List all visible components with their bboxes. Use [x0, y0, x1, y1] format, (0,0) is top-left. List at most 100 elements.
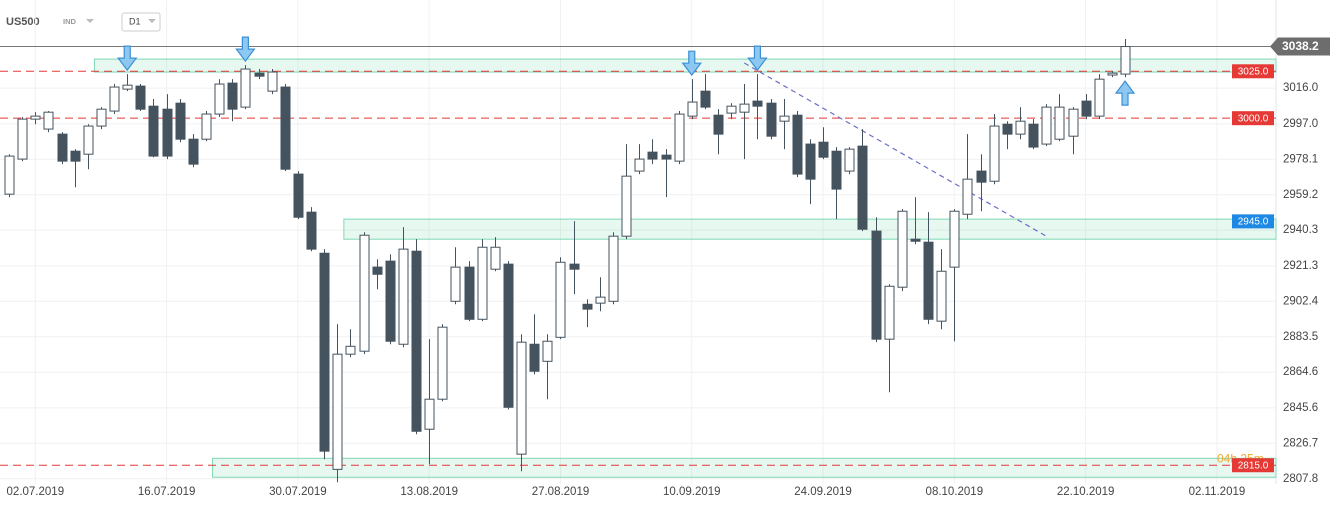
x-tick-label: 22.10.2019 — [1057, 486, 1115, 498]
y-tick-label: 2978.1 — [1283, 153, 1318, 165]
candle-body — [70, 150, 81, 162]
candle-body — [437, 326, 448, 400]
candle-body — [976, 170, 987, 183]
candle-body — [188, 138, 199, 165]
candle-body — [542, 340, 553, 362]
y-tick-label: 2864.6 — [1283, 366, 1318, 378]
candle-body — [477, 246, 488, 320]
candle-body — [595, 296, 606, 304]
x-tick-label: 10.09.2019 — [663, 486, 721, 498]
candle-body — [293, 173, 304, 218]
dropdown-icon[interactable] — [148, 19, 156, 23]
candle-body — [805, 143, 816, 180]
y-tick-label: 2959.2 — [1283, 189, 1318, 201]
candle-body — [372, 266, 383, 275]
candle-body — [503, 263, 514, 408]
candle-body — [1094, 78, 1105, 117]
candle-body — [175, 102, 186, 140]
candle-body — [214, 83, 225, 115]
candle-body — [280, 86, 291, 170]
arrow-down — [681, 50, 702, 77]
signal-arrow — [117, 45, 138, 72]
candle-body — [1068, 108, 1079, 137]
candle-body — [989, 125, 1000, 182]
candle-body — [884, 285, 895, 340]
candle-body — [844, 148, 855, 172]
candle-body — [490, 246, 501, 270]
candle-body — [1041, 106, 1052, 145]
level-label-box — [1232, 64, 1274, 79]
dropdown-icon[interactable] — [86, 19, 94, 23]
candle-body — [398, 248, 409, 345]
candle-body — [450, 266, 461, 302]
candle-body — [319, 252, 330, 452]
candle-body — [779, 115, 790, 122]
level-label: 3025.0 — [1238, 66, 1269, 77]
candle-body — [122, 84, 133, 90]
candle-body — [634, 158, 645, 172]
candle-body — [713, 114, 724, 135]
y-tick-label: 2921.3 — [1283, 260, 1318, 272]
y-tick-label: 3016.0 — [1283, 82, 1318, 94]
candle-body — [608, 235, 619, 302]
y-tick-label: 2997.0 — [1283, 118, 1318, 130]
level-label-box — [1232, 458, 1274, 473]
y-tick-label: 2826.7 — [1283, 437, 1318, 449]
arrow-down — [235, 36, 256, 63]
candle-body — [43, 111, 54, 130]
candle-body — [569, 263, 580, 270]
candle-body — [936, 270, 947, 322]
candle-body — [739, 103, 750, 113]
signal-arrow — [1114, 80, 1136, 106]
candle-body — [792, 114, 803, 175]
candle-body — [661, 154, 672, 160]
arrow-down — [117, 45, 138, 72]
trendline — [743, 62, 1047, 237]
candle-body — [227, 82, 238, 110]
candle-body — [254, 72, 265, 77]
candle-body — [1002, 123, 1013, 135]
level-label: 2945.0 — [1238, 217, 1269, 228]
candle-body — [949, 210, 960, 268]
timeframe-select[interactable] — [121, 12, 161, 32]
zone — [343, 218, 1277, 240]
candle-body — [818, 141, 829, 158]
candle-body — [135, 85, 146, 110]
candle-body — [582, 303, 593, 310]
candle-body — [1120, 46, 1131, 75]
candle-body — [109, 86, 120, 112]
candle-body — [831, 150, 842, 190]
candle-body — [30, 115, 41, 120]
arrow-up — [1114, 80, 1136, 106]
symbol: US500 — [6, 16, 40, 28]
y-tick-label: 2902.4 — [1283, 295, 1319, 307]
x-tick-label: 24.09.2019 — [794, 486, 852, 498]
candle-body — [267, 71, 278, 92]
candle-body — [83, 125, 94, 155]
candle-body — [687, 101, 698, 117]
candle-body — [674, 113, 685, 162]
x-tick-label: 02.11.2019 — [1189, 486, 1246, 498]
candle-body — [385, 260, 396, 342]
candle-body — [1015, 120, 1026, 135]
signal-arrow — [235, 36, 256, 63]
candle-body — [4, 155, 15, 195]
candle-body — [910, 238, 921, 242]
signal-arrow — [747, 45, 768, 72]
y-tick-label: 2845.6 — [1283, 402, 1318, 414]
candle-body — [726, 105, 737, 114]
arrow-down — [747, 45, 768, 72]
candle-body — [345, 345, 356, 355]
last-price-label: 3038.2 — [1282, 39, 1319, 53]
x-tick-label: 02.07.2019 — [7, 486, 65, 498]
candle-body — [700, 90, 711, 108]
candle-body — [359, 234, 370, 352]
candle-body — [923, 241, 934, 320]
level-label-box — [1232, 111, 1274, 126]
candle-body — [201, 113, 212, 140]
instrument-type: IND — [63, 17, 77, 26]
signal-arrow — [681, 50, 702, 77]
level-label: 3000.0 — [1238, 113, 1269, 124]
y-tick-label: 2883.5 — [1283, 331, 1318, 343]
